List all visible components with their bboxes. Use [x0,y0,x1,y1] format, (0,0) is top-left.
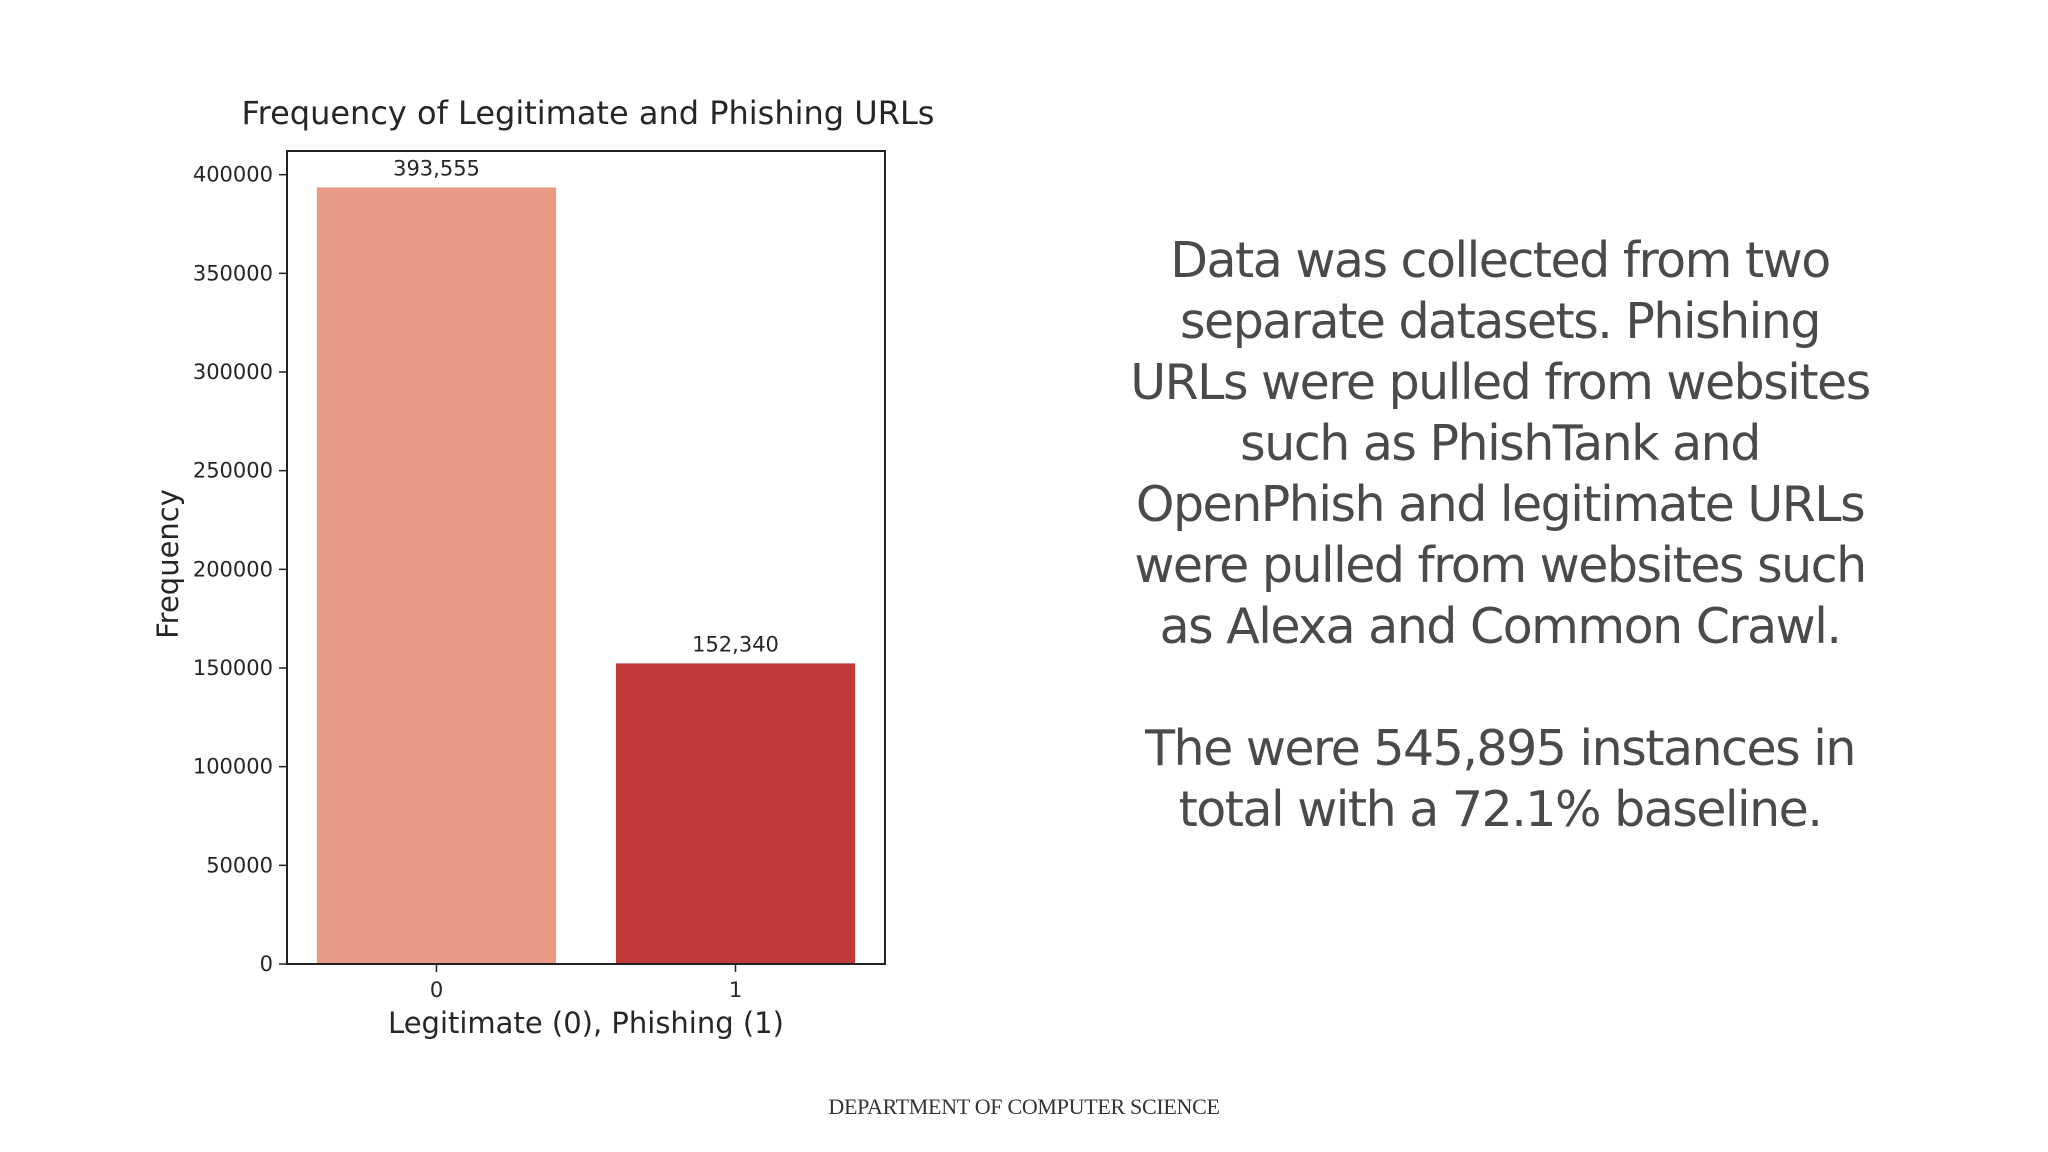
bar-value-label: 152,340 [692,632,779,656]
bar [615,663,856,964]
bar-value-label: 393,555 [393,156,480,180]
y-tick-label: 350000 [193,261,273,285]
y-tick-label: 100000 [193,755,273,779]
y-axis-label: Frequency [151,489,185,639]
description-paragraph: The were 545,895 instances in total with… [1145,720,1856,838]
footer-department: DEPARTMENT OF COMPUTER SCIENCE [828,1094,1220,1119]
y-tick-label: 50000 [206,853,273,877]
bar [316,187,557,965]
y-tick-label: 200000 [193,557,273,581]
x-axis-label: Legitimate (0), Phishing (1) [388,1006,784,1040]
bar-chart: Frequency of Legitimate and Phishing URL… [151,94,935,1040]
y-tick-label: 250000 [193,459,273,483]
y-tick-label: 150000 [193,656,273,680]
bars [316,187,856,965]
y-tick-label: 300000 [193,360,273,384]
y-axis: 0 50000 100000 150000 200000 250000 300000 3500… [193,163,287,976]
y-tick-label: 400000 [193,163,273,187]
plot-frame [286,150,886,965]
x-tick-label: 1 [729,978,742,1002]
chart-title: Frequency of Legitimate and Phishing URL… [242,94,935,132]
description-text: Data was collected from two separate dat… [1130,230,1871,840]
x-tick-label: 0 [430,978,443,1002]
description-paragraph: Data was collected from two separate dat… [1130,232,1871,655]
bar-data-labels: 393,555 152,340 [393,156,779,656]
y-tick-label: 0 [260,952,273,976]
